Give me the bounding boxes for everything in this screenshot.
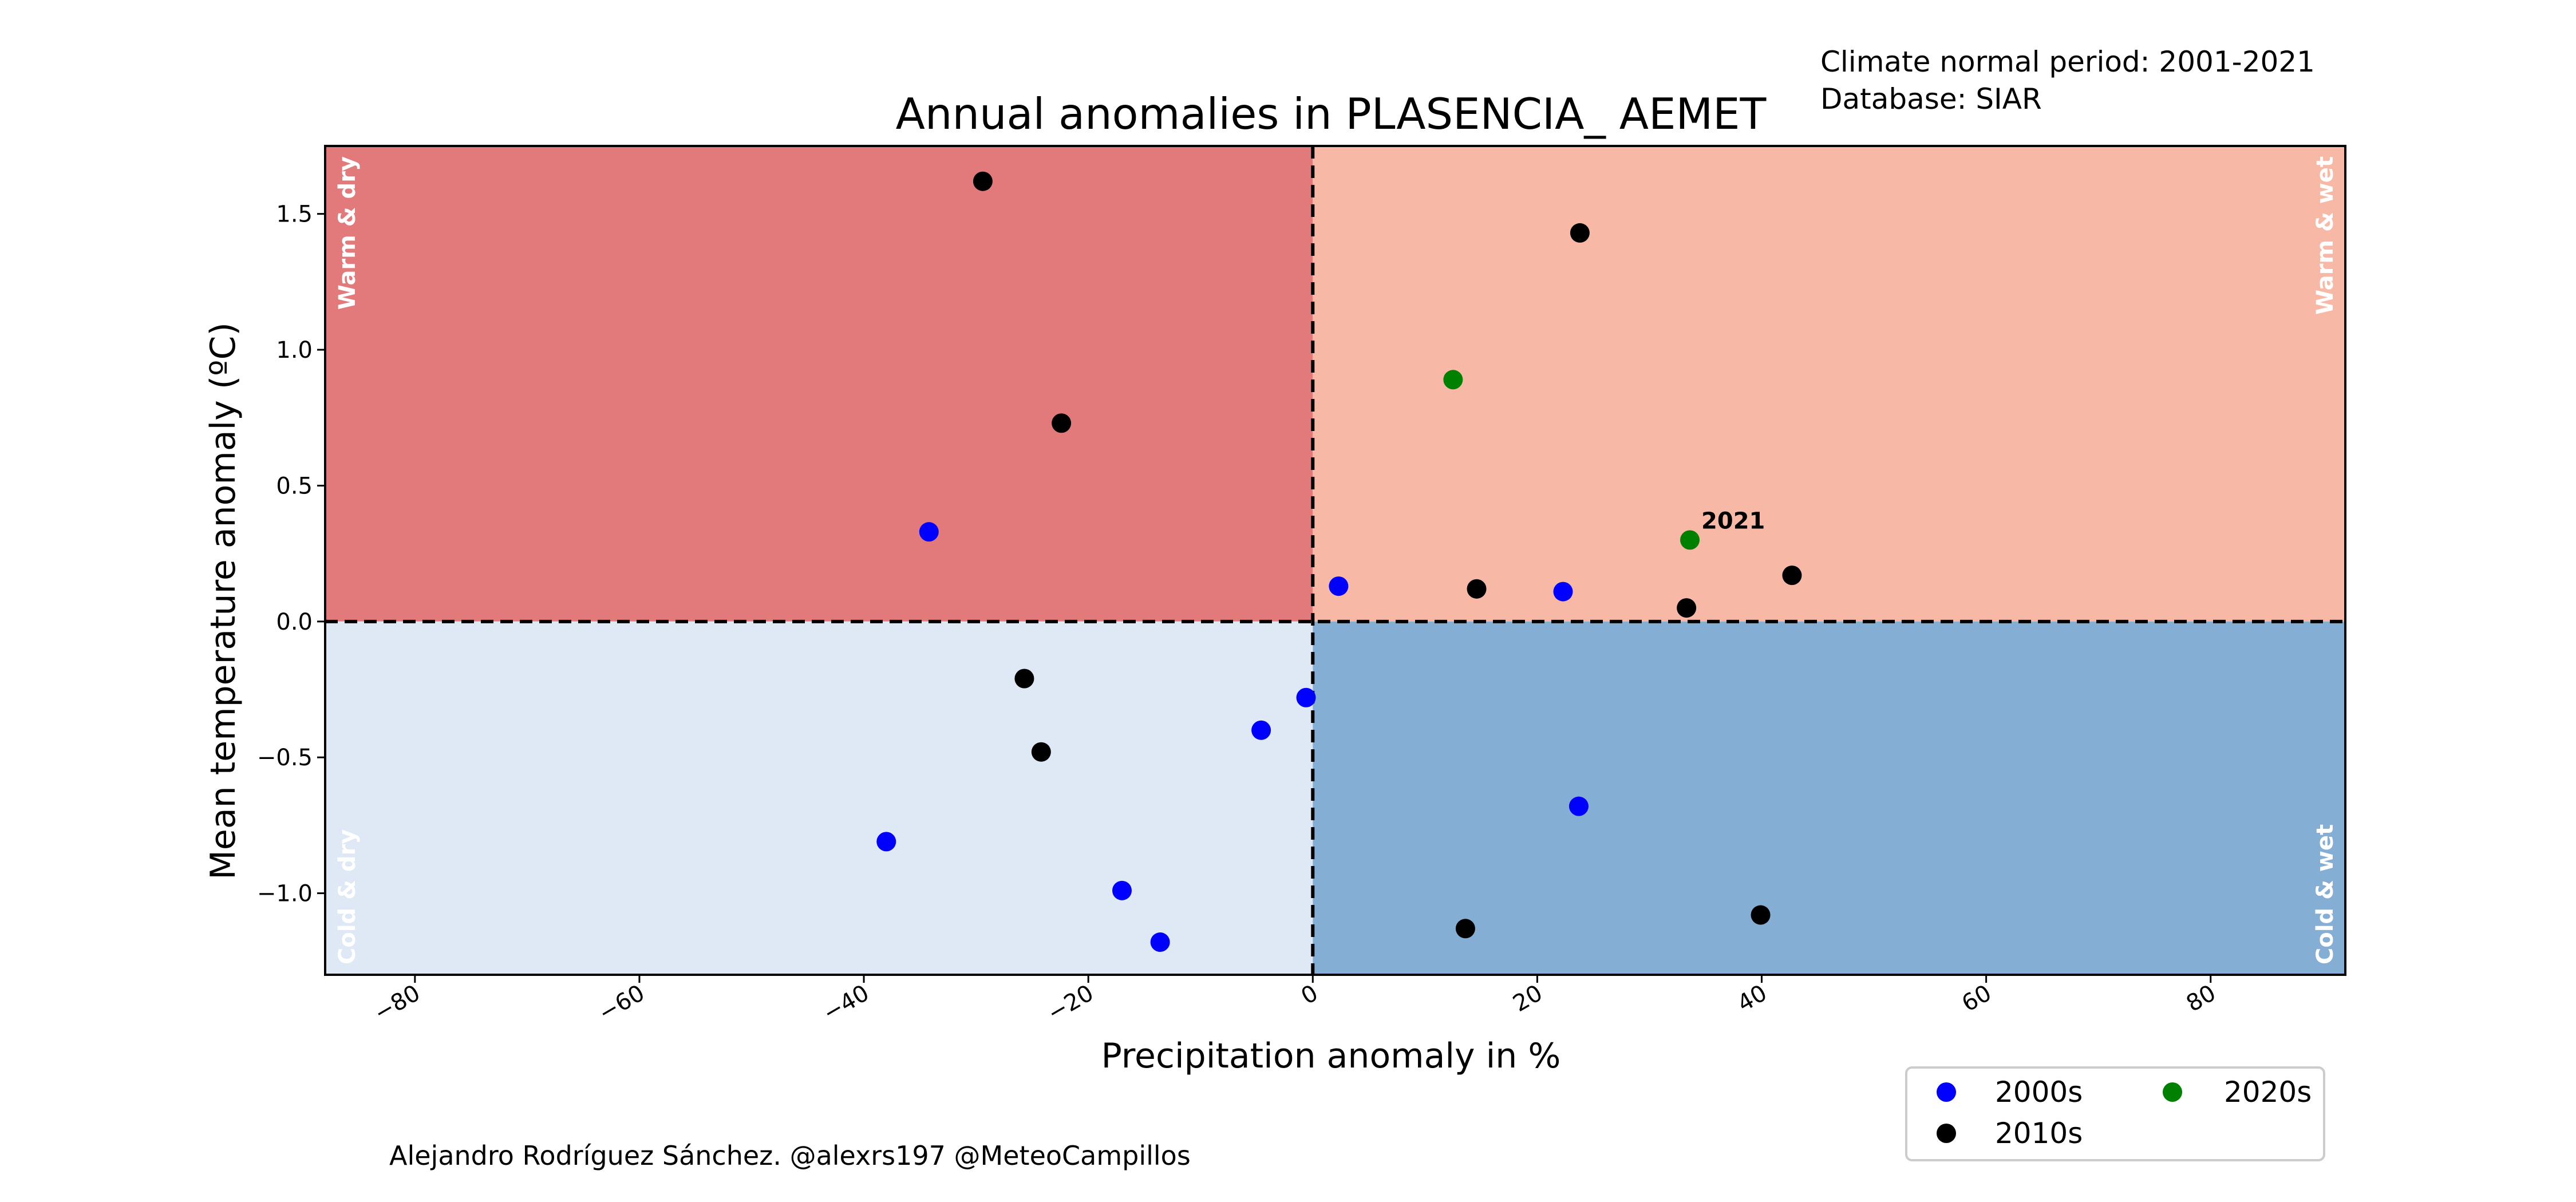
data-point-2000s-2 — [1553, 582, 1573, 602]
quadrant-cold-dry — [325, 621, 1313, 975]
quadrant-label-warm-wet: Warm & wet — [2312, 156, 2338, 315]
data-point-2010s-9 — [1751, 905, 1771, 925]
normal-period-text: Climate normal period: 2001-2021 — [1820, 45, 2315, 78]
data-point-2010s-1 — [1570, 223, 1590, 243]
data-point-2010s-5 — [1677, 598, 1697, 618]
x-tick-label: 0 — [1297, 980, 1322, 1010]
legend-box — [1905, 1066, 2325, 1161]
y-tick-label: −1.0 — [257, 881, 313, 907]
legend-marker-2010s — [1937, 1124, 1956, 1143]
data-points: 2021 — [876, 171, 1802, 952]
x-tick-label: −80 — [370, 980, 425, 1027]
data-point-2000s-1 — [1329, 576, 1349, 596]
legend-label-2000s: 2000s — [1995, 1076, 2083, 1109]
data-point-2010s-4 — [1782, 566, 1802, 586]
x-tick-label: −20 — [1043, 980, 1098, 1027]
y-axis-label: Mean temperature anomaly (ºC) — [203, 322, 243, 880]
y-tick-label: 0.5 — [276, 473, 313, 499]
y-tick-label: −0.5 — [257, 745, 313, 771]
axes-frame — [324, 145, 2346, 976]
data-point-2000s-0 — [919, 522, 939, 542]
data-point-2020s-1 — [1680, 530, 1700, 550]
y-tick-label: 1.5 — [276, 201, 313, 228]
legend: 2000s 2010s 2020s — [1905, 1066, 2325, 1161]
x-axis-ticks: −80 −60 −40 −20 0 20 40 60 80 — [370, 975, 2221, 1027]
point-annotation: 2021 — [1701, 508, 1765, 534]
quadrant-warm-dry — [325, 146, 1313, 622]
quadrant-label-cold-wet: Cold & wet — [2312, 824, 2338, 964]
y-axis-ticks: −1.0 −0.5 0.0 0.5 1.0 1.5 — [257, 201, 325, 907]
data-point-2000s-8 — [1150, 932, 1170, 952]
x-tick-label: −60 — [594, 980, 649, 1027]
quadrant-warm-wet — [1313, 146, 2345, 622]
x-tick-label: 80 — [2182, 980, 2221, 1017]
data-point-2000s-5 — [1568, 796, 1589, 816]
quadrant-cold-wet — [1313, 621, 2345, 975]
author-credit: Alejandro Rodríguez Sánchez. @alexrs197 … — [389, 1140, 1191, 1171]
data-point-2010s-3 — [1467, 579, 1487, 599]
x-axis-label: Precipitation anomaly in % — [1101, 1036, 1561, 1076]
data-point-2010s-0 — [973, 171, 993, 191]
y-tick-label: 0.0 — [276, 609, 313, 635]
legend-marker-2020s — [2163, 1082, 2182, 1102]
x-tick-label: 40 — [1733, 980, 1771, 1017]
data-point-2000s-6 — [876, 832, 896, 852]
data-point-2000s-4 — [1251, 720, 1271, 740]
legend-label-2020s: 2020s — [2224, 1076, 2312, 1109]
x-tick-label: 20 — [1508, 980, 1547, 1017]
quadrant-label-warm-dry: Warm & dry — [334, 156, 361, 310]
data-point-2010s-7 — [1031, 742, 1051, 762]
data-point-2010s-8 — [1455, 919, 1475, 939]
legend-marker-2000s — [1937, 1082, 1956, 1102]
data-point-2020s-0 — [1443, 370, 1463, 390]
chart-title: Annual anomalies in PLASENCIA_ AEMET — [896, 89, 1767, 139]
data-point-2000s-7 — [1112, 880, 1132, 900]
y-tick-label: 1.0 — [276, 337, 313, 363]
data-point-2000s-3 — [1296, 687, 1316, 707]
database-text: Database: SIAR — [1820, 82, 2042, 116]
legend-label-2010s: 2010s — [1995, 1117, 2083, 1150]
data-point-2010s-6 — [1014, 669, 1034, 689]
x-tick-label: −40 — [819, 980, 874, 1027]
data-point-2010s-2 — [1052, 413, 1072, 433]
quadrant-label-cold-dry: Cold & dry — [334, 829, 361, 964]
x-tick-label: 60 — [1958, 980, 1996, 1017]
